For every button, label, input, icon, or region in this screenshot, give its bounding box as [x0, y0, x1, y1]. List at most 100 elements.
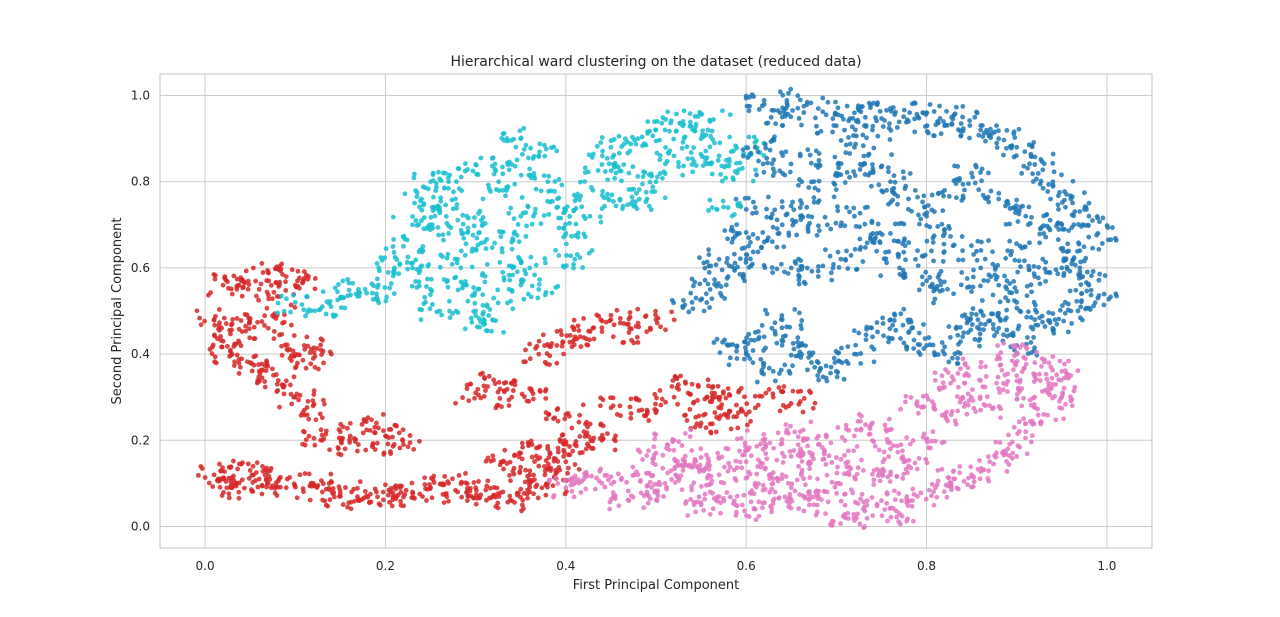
- data-point: [759, 322, 765, 328]
- data-point: [480, 196, 486, 202]
- data-point: [372, 430, 377, 435]
- data-point: [804, 204, 810, 210]
- data-point: [879, 188, 885, 194]
- data-point: [1022, 258, 1027, 264]
- data-point: [654, 498, 660, 504]
- data-point: [1105, 225, 1111, 230]
- data-point: [1054, 372, 1060, 378]
- data-point: [546, 211, 552, 217]
- data-point: [779, 199, 785, 204]
- data-point: [659, 120, 665, 126]
- data-point: [653, 179, 659, 185]
- data-point: [523, 233, 529, 239]
- data-point: [734, 414, 740, 420]
- data-point: [875, 473, 881, 478]
- data-point: [438, 178, 444, 184]
- data-point: [1069, 321, 1075, 326]
- data-point: [229, 321, 235, 327]
- data-point: [446, 231, 451, 236]
- data-point: [923, 269, 929, 275]
- data-point: [958, 366, 963, 372]
- data-point: [306, 273, 311, 279]
- data-point: [815, 496, 821, 502]
- data-point: [575, 230, 581, 236]
- data-point: [1059, 200, 1065, 205]
- data-point: [924, 110, 930, 116]
- data-point: [269, 296, 275, 302]
- data-point: [376, 265, 382, 271]
- data-point: [408, 260, 414, 266]
- data-point: [823, 112, 829, 118]
- data-point: [533, 453, 539, 459]
- data-point: [413, 279, 418, 284]
- data-point: [319, 415, 325, 421]
- data-point: [287, 346, 293, 352]
- data-point: [880, 466, 886, 472]
- data-point: [1082, 207, 1087, 212]
- data-point: [752, 205, 758, 210]
- data-point: [740, 408, 746, 414]
- data-point: [1084, 305, 1089, 311]
- data-point: [689, 276, 695, 282]
- data-point: [582, 165, 588, 171]
- data-point: [609, 481, 614, 487]
- data-point: [663, 161, 668, 167]
- data-point: [832, 154, 838, 160]
- data-point: [277, 282, 282, 288]
- data-point: [820, 109, 826, 115]
- data-point: [1047, 217, 1053, 223]
- data-point: [628, 493, 634, 499]
- data-point: [489, 245, 495, 251]
- data-point: [209, 351, 215, 357]
- data-point: [571, 265, 576, 271]
- data-point: [607, 499, 613, 505]
- data-point: [455, 217, 461, 223]
- data-point: [471, 223, 477, 229]
- data-point: [350, 280, 356, 286]
- data-point: [218, 337, 224, 343]
- data-point: [961, 330, 967, 336]
- data-point: [901, 249, 907, 255]
- x-tick-label: 0.2: [376, 559, 395, 573]
- data-point: [610, 334, 616, 340]
- data-point: [906, 196, 911, 202]
- data-point: [316, 307, 322, 313]
- data-point: [969, 311, 975, 317]
- data-point: [612, 447, 618, 453]
- data-point: [884, 500, 890, 506]
- data-point: [227, 353, 233, 359]
- data-point: [577, 434, 583, 439]
- data-point: [743, 459, 749, 465]
- data-point: [807, 220, 812, 226]
- data-point: [555, 445, 561, 451]
- data-point: [405, 254, 411, 260]
- data-point: [835, 425, 841, 430]
- data-point: [583, 469, 589, 475]
- data-point: [958, 324, 963, 330]
- data-point: [835, 204, 840, 209]
- data-point: [312, 353, 318, 359]
- data-point: [727, 408, 733, 414]
- data-point: [769, 239, 775, 245]
- data-point: [212, 273, 218, 278]
- data-point: [941, 249, 947, 254]
- data-point: [1004, 286, 1010, 292]
- data-point: [259, 319, 265, 324]
- data-point: [722, 164, 728, 170]
- data-point: [862, 114, 868, 120]
- data-point: [441, 237, 446, 243]
- data-point: [942, 227, 948, 232]
- data-point: [924, 223, 930, 228]
- data-point: [737, 271, 743, 277]
- data-point: [768, 139, 774, 145]
- data-point: [880, 315, 885, 321]
- data-point: [909, 503, 915, 509]
- data-point: [934, 286, 940, 292]
- data-point: [653, 432, 659, 438]
- data-point: [499, 246, 505, 251]
- data-point: [765, 160, 770, 166]
- data-point: [831, 194, 837, 200]
- data-point: [696, 413, 702, 419]
- data-point: [1034, 176, 1039, 182]
- data-point: [763, 145, 769, 151]
